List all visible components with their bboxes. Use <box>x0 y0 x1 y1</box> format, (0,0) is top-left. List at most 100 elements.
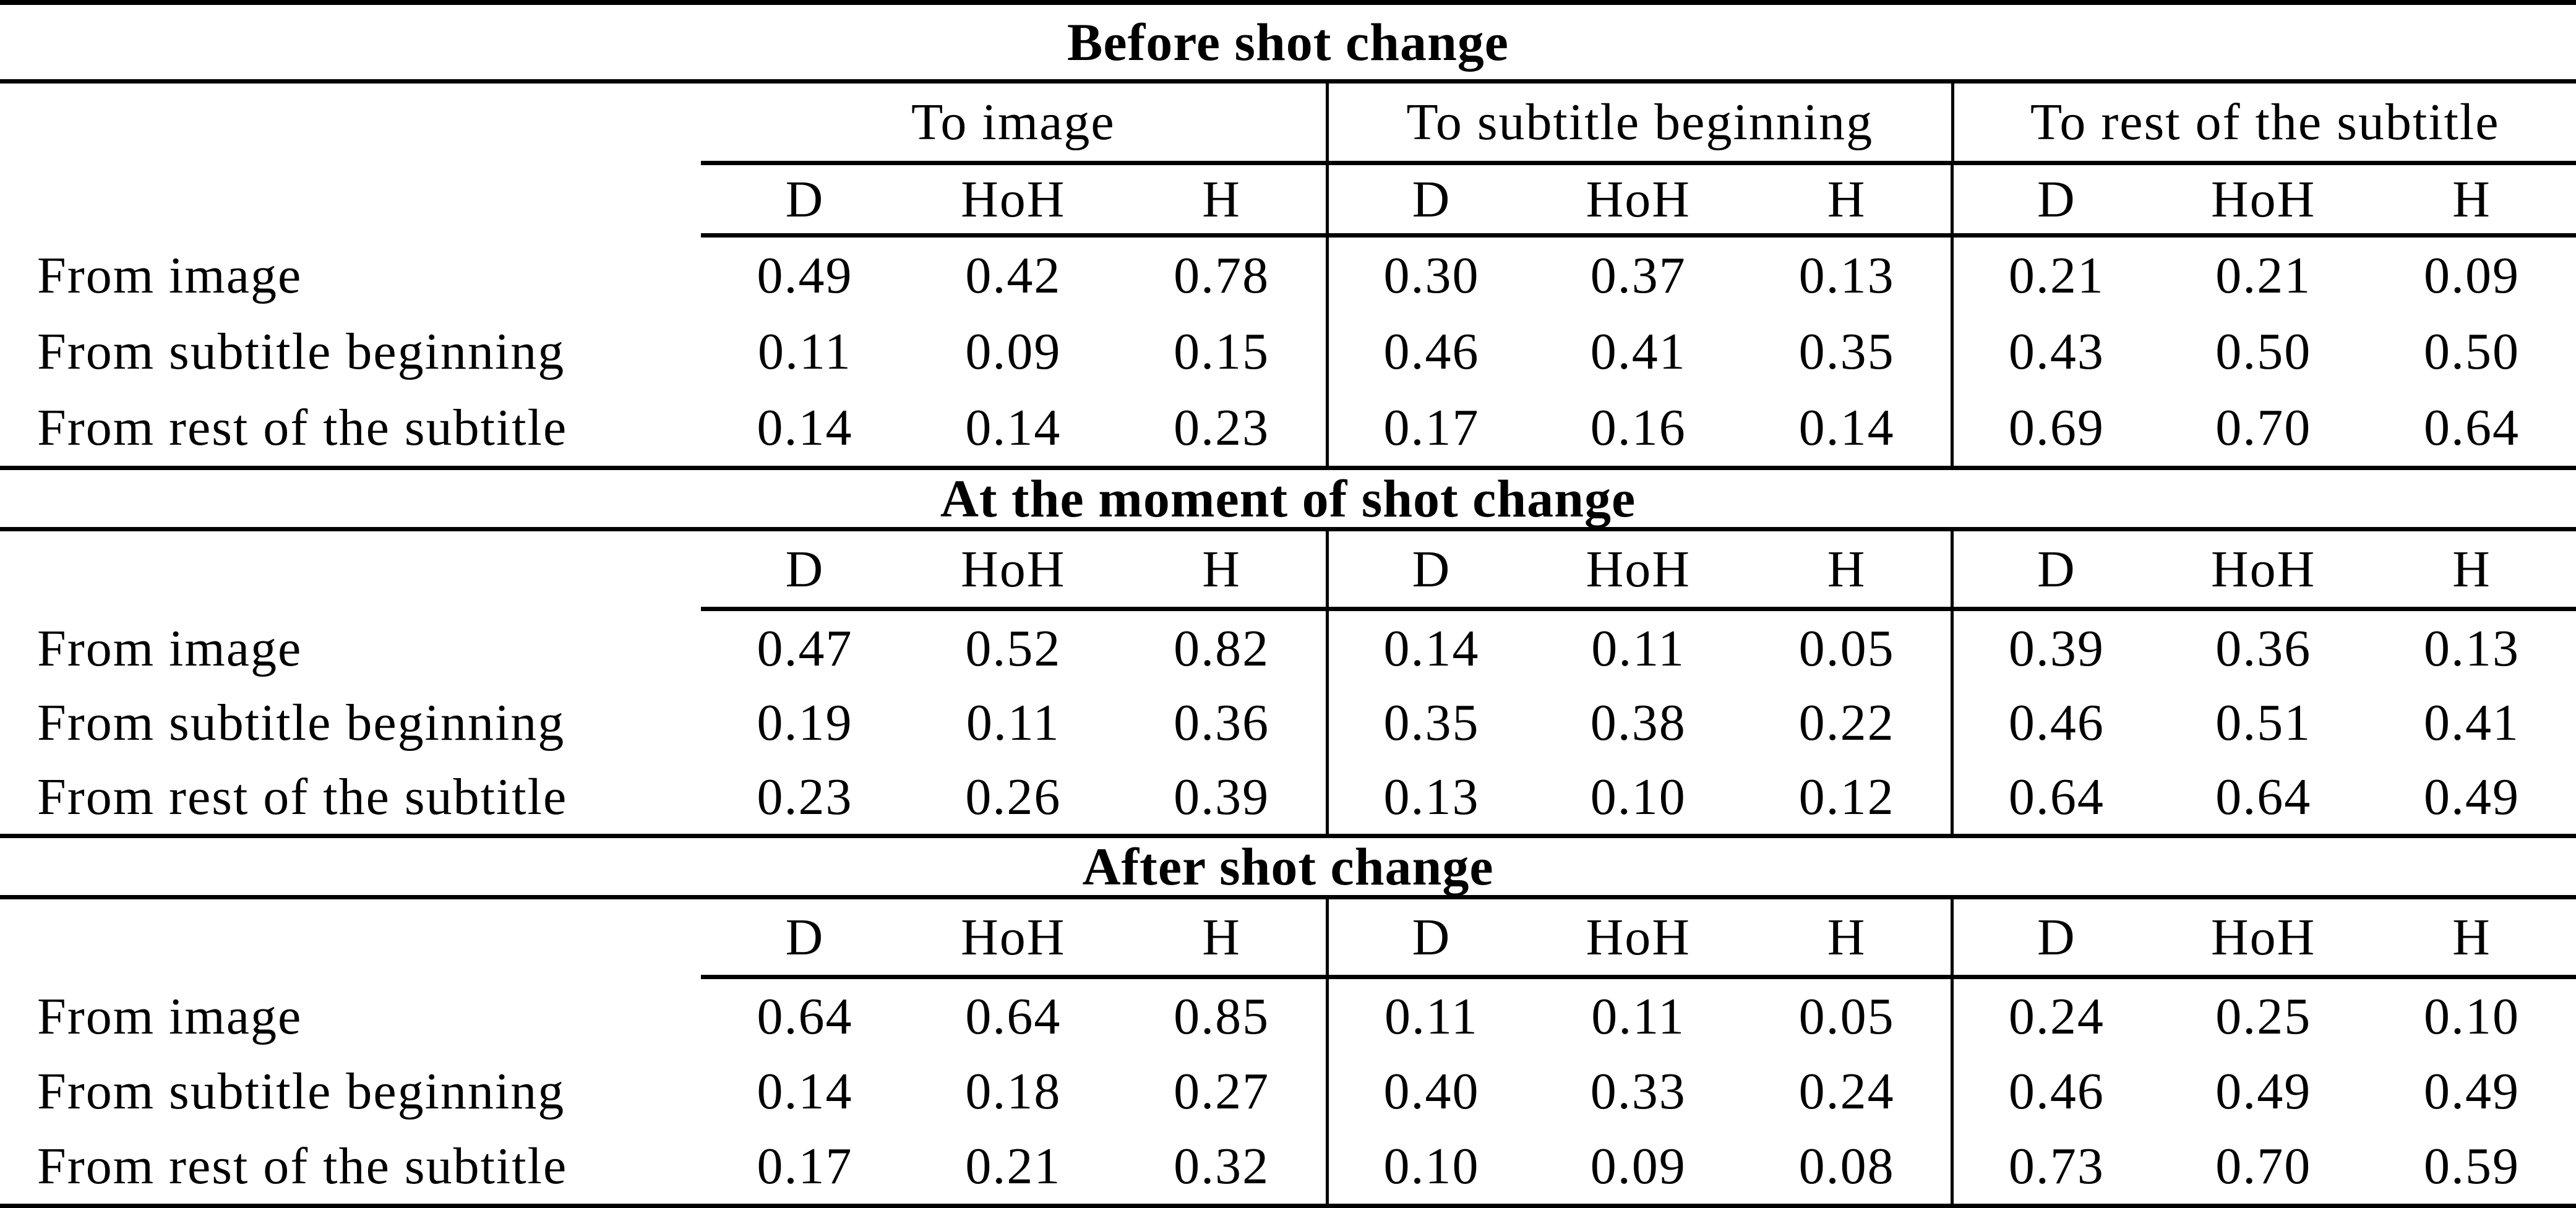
table-row: From image 0.47 0.52 0.82 0.14 0.11 0.05 0.39 0.… <box>0 611 2576 685</box>
value-cell: 0.25 <box>2215 988 2312 1045</box>
value-cell: 0.11 <box>758 323 852 380</box>
value-cell: 0.22 <box>1798 693 1895 752</box>
subheader-spacer <box>0 531 701 611</box>
subcol-header: HoH <box>2159 531 2368 611</box>
table-row: From image 0.64 0.64 0.85 0.11 0.11 0.05 0.24 0.… <box>0 979 2576 1054</box>
value-cell: 0.46 <box>1951 1054 2159 1129</box>
value-cell: 0.27 <box>1174 1063 1270 1120</box>
value-cell: 0.85 <box>1174 988 1270 1045</box>
subcol-header: H <box>1742 165 1951 238</box>
subcol-header: D <box>700 899 909 979</box>
value-cell: 0.13 <box>1798 247 1895 304</box>
value-cell: 0.19 <box>757 693 853 752</box>
value-cell: 0.59 <box>2424 1137 2520 1195</box>
title-underline <box>0 527 2576 531</box>
subcol-header: D <box>700 531 909 611</box>
value-cell: 0.13 <box>2424 619 2520 677</box>
subcol-header: H <box>1742 899 1951 979</box>
value-cell: 0.78 <box>1174 247 1270 304</box>
value-cell: 0.21 <box>2215 247 2312 304</box>
value-cell: 0.09 <box>1590 1137 1686 1195</box>
value-cell: 0.36 <box>1174 693 1270 752</box>
subcol-header: HoH <box>1534 899 1743 979</box>
value-cell: 0.17 <box>757 1137 853 1195</box>
row-label: From rest of the subtitle <box>37 399 568 456</box>
column-group-header: To image <box>700 84 1326 165</box>
value-cell: 0.10 <box>2424 988 2520 1045</box>
value-cell: 0.46 <box>1326 314 1534 390</box>
value-cell: 0.08 <box>1798 1137 1895 1195</box>
subcolumn-header-row: D HoH H D HoH H D HoH H <box>0 531 2576 611</box>
section-title: Before shot change <box>1067 12 1509 72</box>
subcol-header: H <box>2368 165 2576 238</box>
subcol-header: H <box>2368 899 2576 979</box>
subcol-header: H <box>1117 899 1326 979</box>
value-cell: 0.40 <box>1326 1054 1534 1129</box>
subcol-header: H <box>2368 531 2576 611</box>
subcol-header: H <box>1742 531 1951 611</box>
value-cell: 0.64 <box>2424 399 2520 456</box>
value-cell: 0.47 <box>757 619 853 677</box>
value-cell: 0.05 <box>1798 988 1895 1045</box>
value-cell: 0.35 <box>1326 685 1534 760</box>
section-divider <box>0 834 2576 838</box>
subcol-header: H <box>1117 165 1326 238</box>
value-cell: 0.24 <box>1951 979 2159 1054</box>
group-header-spacer <box>0 84 701 165</box>
value-cell: 0.82 <box>1174 619 1270 677</box>
value-cell: 0.49 <box>2215 1063 2312 1120</box>
row-label: From rest of the subtitle <box>37 1137 568 1195</box>
subheader-spacer <box>0 899 701 979</box>
value-cell: 0.50 <box>2424 323 2520 380</box>
value-cell: 0.49 <box>2424 1063 2520 1120</box>
title-underline <box>0 79 2576 84</box>
subcol-header: D <box>1951 165 2160 238</box>
value-cell: 0.17 <box>1326 390 1534 466</box>
value-cell: 0.41 <box>1590 323 1686 380</box>
subcol-header: HoH <box>1534 165 1743 238</box>
value-cell: 0.64 <box>965 988 1062 1045</box>
table-row: From rest of the subtitle 0.14 0.14 0.23 0.1… <box>0 390 2576 466</box>
value-cell: 0.42 <box>965 247 1062 304</box>
value-cell: 0.39 <box>1951 611 2159 685</box>
value-cell: 0.49 <box>757 247 853 304</box>
table-row: From image 0.49 0.42 0.78 0.30 0.37 0.13 0.21 0.… <box>0 238 2576 314</box>
value-cell: 0.21 <box>1951 238 2159 314</box>
value-cell: 0.30 <box>1326 238 1534 314</box>
value-cell: 0.09 <box>965 323 1062 380</box>
value-cell: 0.37 <box>1590 247 1686 304</box>
value-cell: 0.32 <box>1174 1137 1270 1195</box>
value-cell: 0.26 <box>965 768 1062 826</box>
table-row: From subtitle beginning 0.19 0.11 0.36 0.35 0… <box>0 685 2576 760</box>
section-title: At the moment of shot change <box>940 469 1636 528</box>
value-cell: 0.15 <box>1174 323 1270 380</box>
value-cell: 0.51 <box>2215 693 2312 752</box>
subcolumn-header-row: D HoH H D HoH H D HoH H <box>0 165 2576 238</box>
table-top-border <box>0 0 2576 5</box>
value-cell: 0.73 <box>1951 1129 2159 1204</box>
column-group-header-row: To image To subtitle beginning To rest of … <box>0 84 2576 165</box>
value-cell: 0.11 <box>1591 988 1686 1045</box>
value-cell: 0.10 <box>1590 768 1686 826</box>
value-cell: 0.21 <box>965 1137 1062 1195</box>
value-cell: 0.39 <box>1174 768 1270 826</box>
table-row: From subtitle beginning 0.11 0.09 0.15 0.46 0… <box>0 314 2576 390</box>
value-cell: 0.64 <box>2215 768 2312 826</box>
value-cell: 0.43 <box>1951 314 2159 390</box>
table-row: From subtitle beginning 0.14 0.18 0.27 0.40 0… <box>0 1054 2576 1129</box>
column-group-header: To rest of the subtitle <box>1951 84 2576 165</box>
value-cell: 0.24 <box>1798 1063 1895 1120</box>
value-cell: 0.69 <box>1951 390 2159 466</box>
subcol-header: HoH <box>909 165 1118 238</box>
value-cell: 0.09 <box>2424 247 2520 304</box>
row-label: From subtitle beginning <box>37 323 565 380</box>
row-label: From image <box>37 247 303 304</box>
value-cell: 0.50 <box>2215 323 2312 380</box>
value-cell: 0.38 <box>1590 693 1686 752</box>
subcol-header: D <box>1326 899 1534 979</box>
value-cell: 0.14 <box>1798 399 1895 456</box>
row-label: From subtitle beginning <box>37 693 565 752</box>
value-cell: 0.36 <box>2215 619 2312 677</box>
value-cell: 0.10 <box>1326 1129 1534 1204</box>
